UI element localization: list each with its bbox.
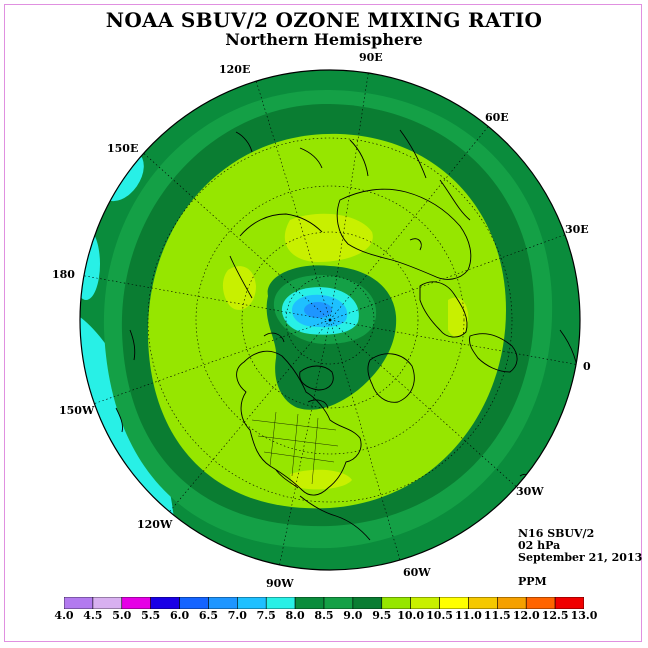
colorbar-tick-label: 7.5: [256, 609, 276, 622]
instrument-label: N16 SBUV/2: [518, 527, 595, 540]
colorbar-tick-label: 6.0: [169, 609, 190, 622]
colorbar-swatch: [237, 597, 267, 609]
colorbar-tick-label: 9.0: [343, 609, 363, 622]
contour-patch-10-0-west: [222, 266, 256, 310]
date-label: September 21, 2013: [518, 551, 643, 564]
colorbar-swatch: [468, 597, 498, 609]
colorbar: [64, 597, 584, 609]
colorbar-tick-label: 10.0: [397, 609, 425, 622]
colorbar-swatch: [381, 597, 411, 609]
colorbar-tick-label: 12.0: [512, 609, 540, 622]
pressure-level-label: 02 hPa: [518, 539, 561, 552]
figure-frame: [4, 4, 642, 642]
colorbar-swatch: [554, 597, 584, 609]
colorbar-tick-label: 11.0: [455, 609, 482, 622]
units-label: PPM: [518, 575, 547, 588]
colorbar-swatch: [92, 597, 123, 609]
contour-patch-10-0-south: [290, 469, 352, 490]
lon-label-60w: 60W: [403, 566, 431, 579]
map-boundary: [79, 69, 581, 571]
colorbar-swatch: [439, 597, 469, 609]
colorbar-tick-label: 4.0: [54, 609, 74, 622]
graticule: [80, 70, 580, 570]
colorbar-swatch: [121, 597, 151, 609]
lon-label-60e: 60E: [485, 111, 509, 124]
colorbar-swatch: [410, 597, 440, 609]
colorbar-swatch: [497, 597, 527, 609]
colorbar-tick-label: 8.5: [314, 609, 334, 622]
state-boundaries: [251, 411, 339, 485]
colorbar-swatch: [179, 597, 209, 609]
colorbar-tick-label: 5.0: [112, 609, 132, 622]
lon-label-120e: 120E: [219, 63, 251, 76]
colorbar-tick-label: 10.5: [426, 609, 453, 622]
colorbar-tick-label: 7.0: [227, 609, 247, 622]
colorbar-swatch: [208, 597, 238, 609]
lon-label-90e: 90E: [359, 51, 383, 64]
contour-polar-6-5: [304, 302, 332, 318]
colorbar-tick-label: 4.5: [83, 609, 103, 622]
lon-label-30w: 30W: [516, 485, 544, 498]
lon-label-90w: 90W: [266, 577, 294, 590]
colorbar-tick-label: 6.5: [198, 609, 218, 622]
map-subtitle: Northern Hemisphere: [225, 30, 423, 49]
colorbar-swatch: [323, 597, 354, 609]
lon-label-180: 180: [52, 268, 75, 281]
lon-label-150e: 150E: [107, 142, 139, 155]
map-title: NOAA SBUV/2 OZONE MIXING RATIO: [105, 8, 543, 32]
contour-patch-10-0-north: [284, 213, 373, 262]
colorbar-swatch: [294, 597, 325, 609]
colorbar-swatch: [64, 597, 94, 609]
colorbar-tick-label: 5.5: [141, 609, 161, 622]
colorbar-tick-label: 8.0: [285, 609, 305, 622]
colorbar-tick-label: 13.0: [570, 609, 598, 622]
colorbar-tick-label: 12.5: [541, 609, 569, 622]
colorbar-swatch: [150, 597, 180, 609]
colorbar-tick-label: 11.5: [483, 609, 511, 622]
colorbar-swatch: [525, 597, 556, 609]
colorbar-swatch: [265, 597, 296, 609]
colorbar-swatch: [352, 597, 383, 609]
coastlines: [115, 129, 579, 541]
colorbar-tick-label: 9.5: [372, 609, 392, 622]
lon-label-150w: 150W: [59, 404, 95, 417]
lon-label-30e: 30E: [565, 223, 589, 236]
ozone-field: [80, 70, 580, 570]
lon-label-120w: 120W: [137, 518, 173, 531]
lon-label-0: 0: [583, 360, 591, 373]
